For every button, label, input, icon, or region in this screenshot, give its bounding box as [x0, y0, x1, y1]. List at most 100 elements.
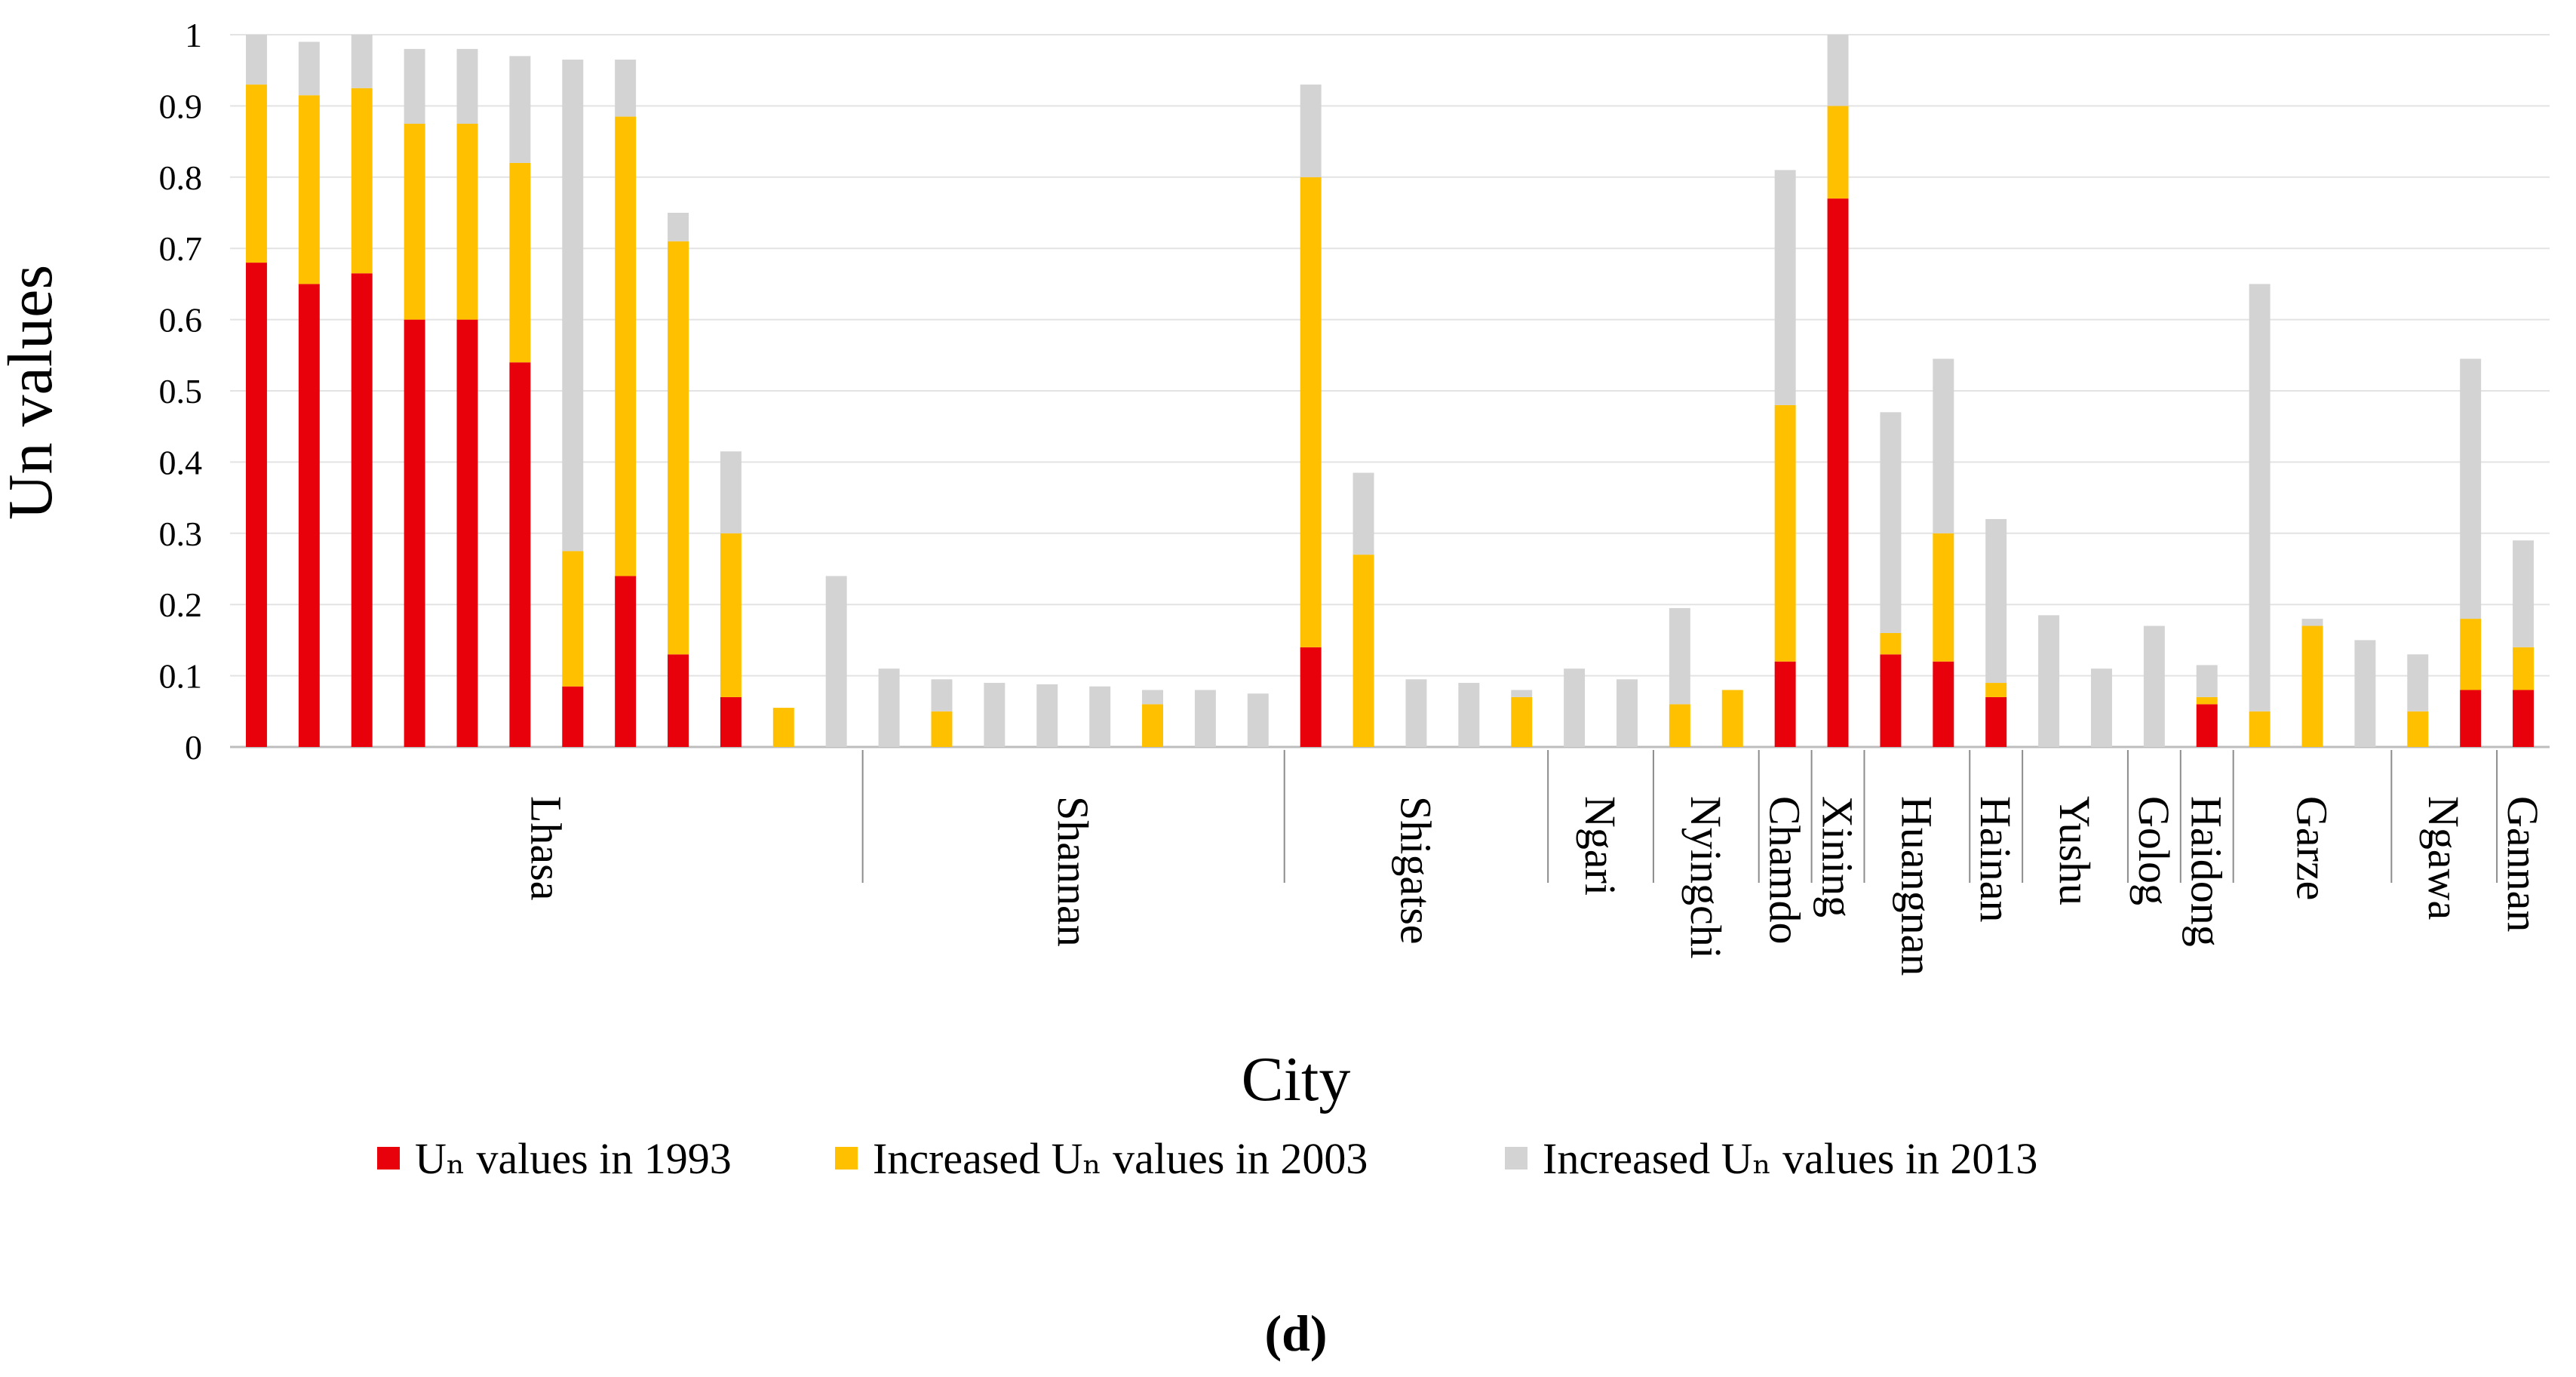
bar-segment	[668, 241, 689, 655]
bar-segment	[456, 319, 478, 748]
bar-segment	[1880, 654, 1902, 747]
bar-segment	[2249, 284, 2271, 712]
category-labels: Lhasa Shannan Shigatse Ngari Nyingchi Chamdo X…	[521, 796, 2547, 976]
legend-label: Increased Uₙ values in 2003	[873, 1134, 1368, 1183]
y-tick-label: 0.5	[159, 372, 203, 410]
bar-segment	[2143, 625, 2165, 747]
bar-segment	[245, 263, 267, 748]
category-label: Shannan	[1049, 796, 1098, 947]
legend-swatch	[1505, 1147, 1527, 1170]
y-tick-label: 0.9	[159, 87, 203, 125]
bar-segment	[2513, 690, 2535, 747]
bar-segment	[1458, 683, 1480, 747]
y-tick-label: 0	[185, 728, 202, 767]
bar-segment	[2460, 690, 2482, 747]
bar-segment	[298, 41, 320, 96]
bar-segment	[1774, 404, 1796, 662]
legend-swatch	[835, 1147, 858, 1170]
bar-segment	[1933, 533, 1954, 662]
bar-segment	[1985, 683, 2007, 697]
bars	[245, 35, 2535, 748]
bar-segment	[562, 686, 584, 747]
bar-segment	[615, 60, 637, 117]
panel-label: (d)	[1264, 1305, 1327, 1362]
bar-segment	[245, 85, 267, 263]
bar-segment	[668, 213, 689, 241]
bar-segment	[878, 669, 900, 747]
bar-segment	[456, 48, 478, 124]
bar-segment	[1880, 632, 1902, 655]
y-tick-label: 0.1	[159, 657, 203, 696]
bar-segment	[1300, 85, 1322, 177]
category-label: Hainan	[1971, 796, 2020, 923]
bar-segment	[720, 451, 741, 533]
bar-segment	[1511, 690, 1533, 697]
bar-segment	[351, 35, 373, 88]
bar-segment	[1142, 704, 1163, 747]
bar-segment	[351, 273, 373, 747]
bar-segment	[1089, 686, 1111, 747]
bar-segment	[931, 711, 953, 747]
bar-segment	[2407, 654, 2429, 712]
bar-segment	[2090, 669, 2112, 747]
legend-item: Increased Uₙ values in 2003	[835, 1134, 1368, 1183]
bar-segment	[404, 319, 425, 748]
bar-segment	[1827, 198, 1849, 747]
bar-segment	[1774, 661, 1796, 747]
bar-segment	[1669, 704, 1690, 747]
bar-segment	[825, 576, 847, 747]
category-label: Golog	[2129, 796, 2178, 905]
bar-segment	[1405, 679, 1427, 747]
y-tick-label: 0.8	[159, 158, 203, 197]
bar-segment	[1827, 106, 1849, 199]
bar-segment	[509, 362, 531, 747]
group-separators	[861, 750, 2498, 883]
bar-segment	[1617, 679, 1638, 747]
bar-segment	[1564, 669, 1586, 747]
bar-segment	[2249, 711, 2271, 747]
bar-segment	[2038, 615, 2060, 747]
y-axis-title: Un values	[0, 265, 66, 520]
y-tick-label: 0.6	[159, 301, 203, 340]
bar-segment	[298, 284, 320, 747]
bar-segment	[2460, 358, 2482, 619]
category-label: Nyingchi	[1681, 796, 1730, 959]
bar-segment	[509, 56, 531, 163]
bar-segment	[509, 162, 531, 363]
bar-segment	[2513, 647, 2535, 690]
bar-segment	[2301, 625, 2323, 747]
bar-segment	[1985, 696, 2007, 747]
bar-segment	[1880, 412, 1902, 633]
bar-segment	[1352, 555, 1374, 747]
y-tick-label: 1	[185, 16, 202, 54]
legend: Uₙ values in 1993 Increased Uₙ values in …	[377, 1134, 2037, 1183]
category-label: Chamdo	[1761, 796, 1810, 945]
legend-item: Uₙ values in 1993	[377, 1134, 732, 1183]
bar-segment	[2196, 704, 2218, 747]
legend-item: Increased Uₙ values in 2013	[1505, 1134, 2037, 1183]
bar-segment	[1933, 661, 1954, 747]
bar-segment	[1352, 472, 1374, 555]
y-tick-label: 0.2	[159, 586, 203, 624]
category-label: Shigatse	[1391, 796, 1440, 945]
bar-segment	[1142, 690, 1163, 705]
bar-segment	[404, 48, 425, 124]
bar-segment	[1669, 607, 1690, 705]
bar-segment	[298, 95, 320, 284]
bar-segment	[2354, 640, 2376, 747]
bar-segment	[1933, 358, 1954, 533]
category-label: Lhasa	[521, 796, 570, 901]
bar-segment	[615, 116, 637, 576]
bar-segment	[1827, 35, 1849, 106]
y-tick-label: 0.7	[159, 229, 203, 268]
bar-segment	[2196, 665, 2218, 697]
category-label: Xining	[1813, 796, 1862, 917]
legend-label: Increased Uₙ values in 2013	[1543, 1134, 2037, 1183]
bar-segment	[351, 88, 373, 274]
bar-segment	[1194, 690, 1216, 747]
bar-segment	[562, 60, 584, 552]
category-label: Gannan	[2498, 796, 2547, 932]
bar-segment	[1774, 170, 1796, 405]
category-label: Huangnan	[1892, 796, 1941, 976]
